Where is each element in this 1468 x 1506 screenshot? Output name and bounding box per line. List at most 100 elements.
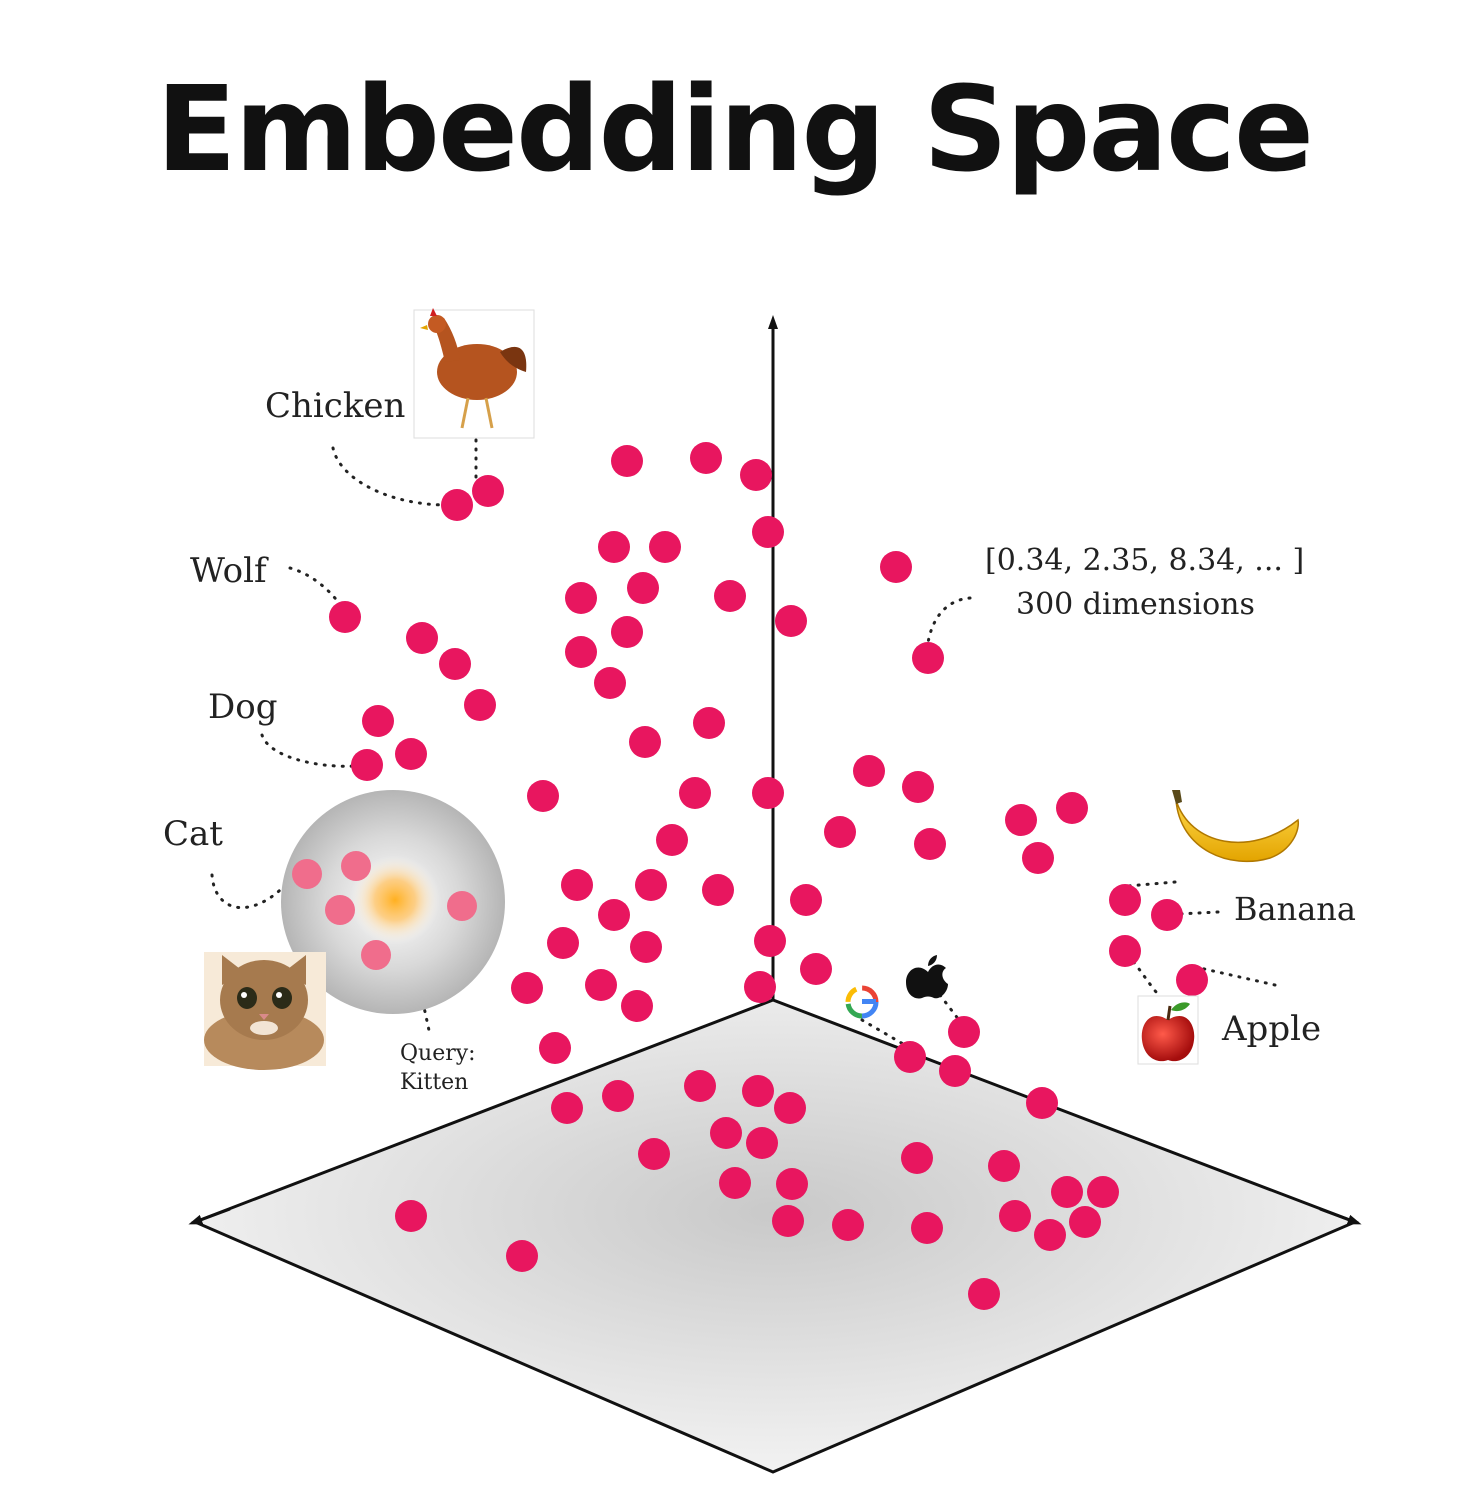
embedding-point	[506, 1240, 538, 1272]
embedding-point	[999, 1200, 1031, 1232]
embedding-point	[594, 667, 626, 699]
embedding-point	[679, 777, 711, 809]
embedding-points	[329, 442, 1208, 1310]
embedding-point	[746, 1127, 778, 1159]
embedding-point	[527, 780, 559, 812]
embedding-point	[690, 442, 722, 474]
apple-leader-1	[1126, 953, 1170, 1005]
query-label-line1: Query:	[400, 1041, 476, 1066]
embedding-point	[1026, 1087, 1058, 1119]
embedding-point	[1056, 792, 1088, 824]
apple-label: Apple	[1221, 1009, 1321, 1049]
embedding-point	[1109, 935, 1141, 967]
embedding-point	[406, 622, 438, 654]
embedding-point	[551, 1092, 583, 1124]
embedding-point	[511, 972, 543, 1004]
embedding-point	[1069, 1206, 1101, 1238]
embedding-point	[742, 1075, 774, 1107]
embedding-point	[611, 616, 643, 648]
apple-logo	[906, 955, 948, 999]
embedding-point	[649, 531, 681, 563]
embedding-point	[472, 475, 504, 507]
cat-point	[447, 891, 477, 921]
embedding-point	[561, 869, 593, 901]
cat-photo	[204, 952, 326, 1070]
embedding-point	[901, 1142, 933, 1174]
embedding-point	[914, 828, 946, 860]
embedding-point	[853, 755, 885, 787]
embedding-point	[740, 459, 772, 491]
embedding-point	[1087, 1176, 1119, 1208]
embedding-point	[656, 824, 688, 856]
embedding-point	[902, 771, 934, 803]
embedding-point	[1034, 1219, 1066, 1251]
right-axis-arrow	[1319, 1207, 1362, 1225]
embedding-point	[988, 1150, 1020, 1182]
embedding-point	[754, 925, 786, 957]
chicken-label: Chicken	[265, 386, 405, 426]
google-logo	[845, 985, 879, 1019]
cat-point	[292, 859, 322, 889]
embedding-point	[611, 445, 643, 477]
dimensions-label: 300 dimensions	[1016, 587, 1255, 622]
cat-cluster	[292, 851, 477, 970]
left-axis-arrow	[188, 1207, 231, 1225]
embedding-point	[629, 726, 661, 758]
embedding-point	[602, 1080, 634, 1112]
embedding-point	[1109, 884, 1141, 916]
embedding-point	[395, 1200, 427, 1232]
embedding-point	[638, 1138, 670, 1170]
banana-photo	[1170, 786, 1304, 864]
embedding-point	[719, 1167, 751, 1199]
embedding-point	[790, 884, 822, 916]
embedding-point	[539, 1032, 571, 1064]
wolf-label: Wolf	[190, 551, 269, 591]
vector-label: [0.34, 2.35, 8.34, ... ]	[985, 543, 1304, 578]
wolf-leader	[288, 566, 347, 614]
embedding-point	[598, 899, 630, 931]
chicken-photo	[413, 308, 535, 439]
embedding-point	[1051, 1176, 1083, 1208]
embedding-point	[832, 1209, 864, 1241]
embedding-point	[939, 1055, 971, 1087]
embedding-point	[800, 953, 832, 985]
embedding-point	[684, 1070, 716, 1102]
embedding-point	[1151, 899, 1183, 931]
embedding-point	[772, 1205, 804, 1237]
embedding-point	[630, 931, 662, 963]
embedding-point	[362, 705, 394, 737]
embedding-point	[714, 580, 746, 612]
embedding-point	[744, 971, 776, 1003]
dog-leader	[260, 733, 367, 768]
embedding-point	[1005, 804, 1037, 836]
cat-point	[325, 895, 355, 925]
dog-label: Dog	[208, 687, 278, 727]
embedding-point	[752, 777, 784, 809]
embedding-point	[775, 605, 807, 637]
cat-leader	[210, 873, 292, 909]
embedding-point	[598, 531, 630, 563]
apple-leader-2	[1198, 966, 1277, 987]
embedding-point	[439, 648, 471, 680]
embedding-point	[635, 869, 667, 901]
apple-photo	[1137, 995, 1199, 1065]
embedding-point	[547, 927, 579, 959]
embedding-point	[441, 489, 473, 521]
vector-leader	[925, 596, 972, 652]
embedding-point	[774, 1092, 806, 1124]
cat-point	[361, 940, 391, 970]
ground-plane	[191, 998, 1359, 1474]
embedding-point	[693, 707, 725, 739]
embedding-point	[911, 1212, 943, 1244]
embedding-point	[621, 990, 653, 1022]
cat-point	[341, 851, 371, 881]
page-title: Embedding Space	[155, 60, 1314, 198]
cat-label: Cat	[163, 814, 223, 854]
embedding-point	[395, 738, 427, 770]
embedding-point	[565, 636, 597, 668]
embedding-point	[627, 572, 659, 604]
embedding-point	[1022, 842, 1054, 874]
embedding-point	[880, 551, 912, 583]
